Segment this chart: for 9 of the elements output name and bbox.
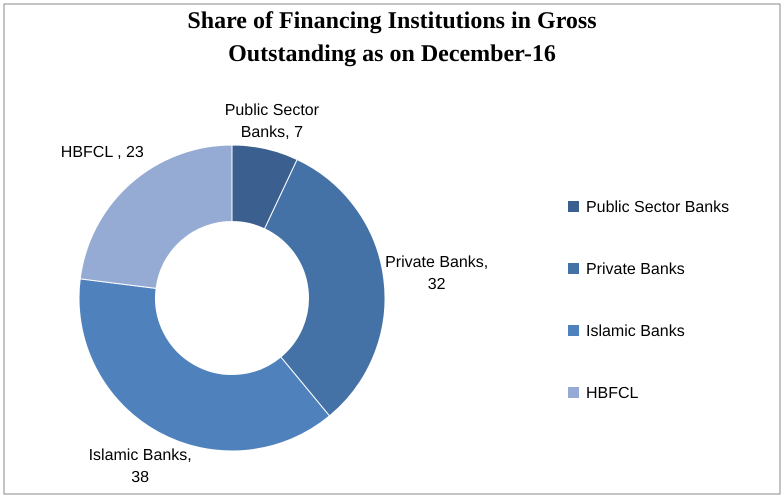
data-label: Private Banks, 32 <box>385 254 488 294</box>
legend-label: Islamic Banks <box>586 323 685 340</box>
legend-label: Public Sector Banks <box>586 199 730 216</box>
chart-title: Share of Financing Institutions in Gross Outstanding as on December-16 <box>187 8 597 67</box>
data-label: HBFCL , 23 <box>60 144 144 161</box>
data-label: Islamic Banks, 38 <box>88 447 192 486</box>
legend-label: Private Banks <box>586 261 685 278</box>
legend-label: HBFCL <box>586 385 639 402</box>
data-label: Public Sector Banks, 7 <box>224 102 320 141</box>
